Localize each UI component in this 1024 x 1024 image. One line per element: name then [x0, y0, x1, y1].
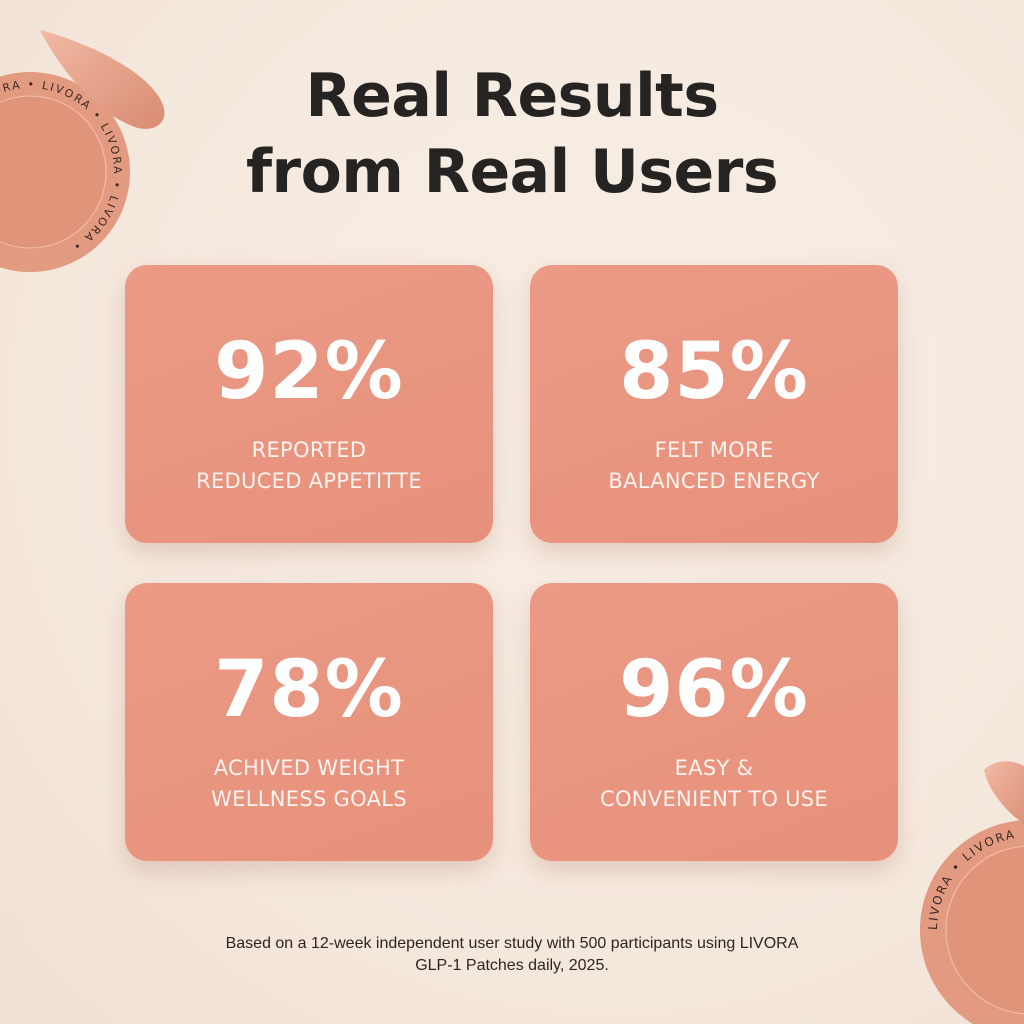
stat-value: 96% — [619, 645, 809, 735]
stat-label: FELT MORE BALANCED ENERGY — [530, 435, 898, 497]
livora-patch-top-left: LIVORA • LIVORA • LIVORA • LIVORA • LIVO… — [0, 30, 165, 272]
title-line-1: Real Results — [305, 61, 719, 131]
stat-label-line-2: CONVENIENT TO USE — [599, 787, 829, 811]
title-line-2: from Real Users — [245, 137, 779, 207]
stat-label: REPORTED REDUCED APPETITTE — [125, 435, 493, 497]
patch-peel-top-left — [40, 30, 165, 129]
page-title: Real Results from Real Users — [0, 58, 1024, 210]
stat-label: EASY & CONVENIENT TO USE — [530, 753, 898, 815]
stat-label-line-1: ACHIVED WEIGHT — [213, 756, 405, 780]
stat-value: 78% — [214, 645, 404, 735]
stat-label-line-1: FELT MORE — [654, 438, 774, 462]
stat-label: ACHIVED WEIGHT WELLNESS GOALS — [125, 753, 493, 815]
stat-label-line-2: BALANCED ENERGY — [608, 469, 820, 493]
footnote-line-1: Based on a 12-week independent user stud… — [225, 935, 799, 952]
footnote-line-2: GLP-1 Patches daily, 2025. — [415, 957, 609, 974]
stat-value: 92% — [214, 327, 404, 417]
stat-value: 85% — [619, 327, 809, 417]
stat-label-line-2: REDUCED APPETITTE — [196, 469, 422, 493]
stat-card-appetite: 92% REPORTED REDUCED APPETITTE — [125, 265, 493, 543]
stat-card-energy: 85% FELT MORE BALANCED ENERGY — [530, 265, 898, 543]
livora-patch-bottom-right: LIVORA • LIVORA • LIVORA • LIVORA • LIVO… — [920, 761, 1024, 1024]
stat-label-line-1: REPORTED — [251, 438, 367, 462]
stat-card-easy-use: 96% EASY & CONVENIENT TO USE — [530, 583, 898, 861]
stat-card-weight-goals: 78% ACHIVED WEIGHT WELLNESS GOALS — [125, 583, 493, 861]
study-footnote: Based on a 12-week independent user stud… — [0, 933, 1024, 977]
stat-label-line-2: WELLNESS GOALS — [211, 787, 407, 811]
stat-label-line-1: EASY & — [674, 756, 754, 780]
patch-peel-bottom-right — [984, 761, 1024, 824]
